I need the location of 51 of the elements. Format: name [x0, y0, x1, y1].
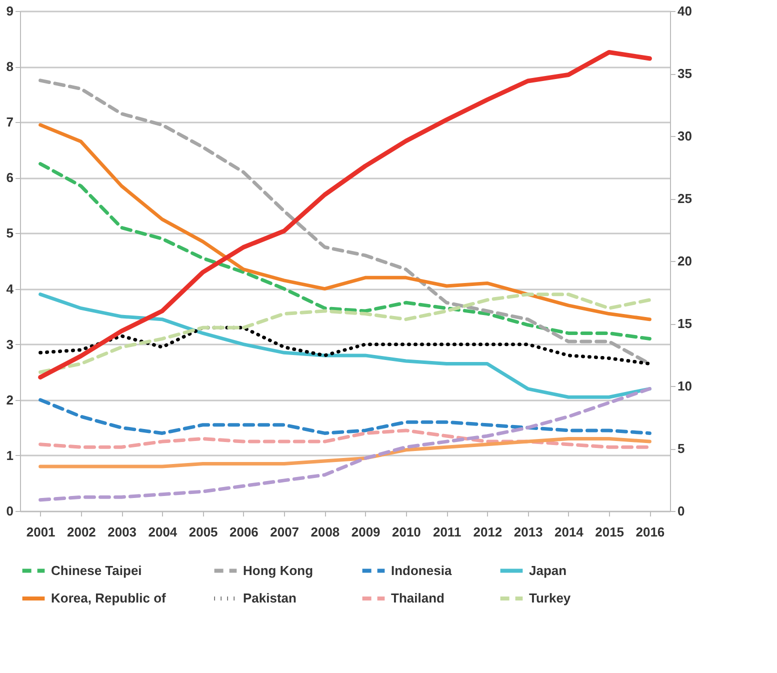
- legend-label: Chinese Taipei: [51, 562, 142, 578]
- y2-tick-label: 25: [678, 191, 692, 206]
- y-tick-label: 4: [6, 281, 14, 296]
- x-tick-label: 2004: [148, 524, 178, 540]
- legend-label: Thailand: [391, 590, 445, 606]
- x-tick-label: 2012: [473, 524, 502, 540]
- x-tick-label: 2006: [229, 524, 258, 540]
- x-tick-label: 2015: [595, 524, 624, 540]
- line-series: [38, 387, 652, 502]
- line-series: [38, 123, 652, 322]
- y-tick-label: 0: [6, 504, 14, 518]
- line-series: [38, 326, 652, 366]
- y-tick-label: 6: [6, 170, 14, 186]
- x-tick-label: 2007: [270, 524, 300, 540]
- x-tick-label: 2016: [636, 524, 665, 540]
- line-series: [38, 437, 652, 468]
- y-tick-label: 5: [6, 226, 14, 241]
- x-tick-label: 2011: [432, 524, 462, 540]
- legend-label: Pakistan: [243, 590, 297, 606]
- y2-tick-label: 35: [678, 66, 692, 81]
- y-tick-label: 7: [6, 114, 14, 130]
- y2-tick-label: 20: [678, 254, 692, 268]
- x-tick-label: 2010: [392, 524, 421, 540]
- y-tick-label: 8: [6, 59, 14, 74]
- x-tick-label: 2008: [310, 524, 340, 540]
- y2-tick-label: 30: [678, 128, 692, 144]
- x-tick-label: 2003: [108, 524, 137, 540]
- y-tick-label: 2: [6, 392, 14, 408]
- x-tick-label: 2001: [26, 524, 56, 540]
- y-tick-label: 1: [6, 448, 14, 463]
- x-tick-label: 2014: [554, 524, 584, 540]
- x-tick-label: 2005: [188, 524, 218, 540]
- line-series: [38, 292, 652, 374]
- y-tick-label: 3: [6, 336, 14, 352]
- line-series: [38, 428, 652, 449]
- legend-label: Hong Kong: [243, 562, 314, 578]
- legend-label: Korea, Republic of: [51, 590, 167, 606]
- y2-tick-label: 10: [678, 378, 692, 394]
- line-series: [38, 398, 652, 435]
- y-tick-label: 9: [6, 4, 14, 18]
- legend-label: Indonesia: [391, 562, 452, 578]
- x-tick-label: 2013: [514, 524, 543, 540]
- y2-tick-label: 5: [678, 441, 685, 456]
- y2-tick-label: 15: [678, 316, 692, 331]
- x-tick-label: 2009: [351, 524, 380, 540]
- x-tick-label: 2002: [66, 524, 96, 540]
- line-series: [38, 162, 652, 341]
- y2-tick-label: 40: [678, 4, 692, 18]
- y2-tick-label: 0: [678, 504, 685, 518]
- legend-label: Turkey: [529, 590, 572, 606]
- legend-label: Japan: [529, 562, 567, 578]
